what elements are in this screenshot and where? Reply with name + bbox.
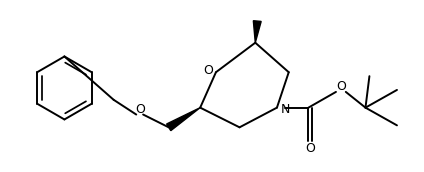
Polygon shape bbox=[167, 108, 200, 131]
Text: O: O bbox=[305, 142, 315, 155]
Text: O: O bbox=[135, 103, 145, 116]
Polygon shape bbox=[253, 21, 261, 43]
Text: O: O bbox=[336, 80, 346, 94]
Text: O: O bbox=[203, 64, 213, 77]
Text: N: N bbox=[281, 103, 290, 116]
